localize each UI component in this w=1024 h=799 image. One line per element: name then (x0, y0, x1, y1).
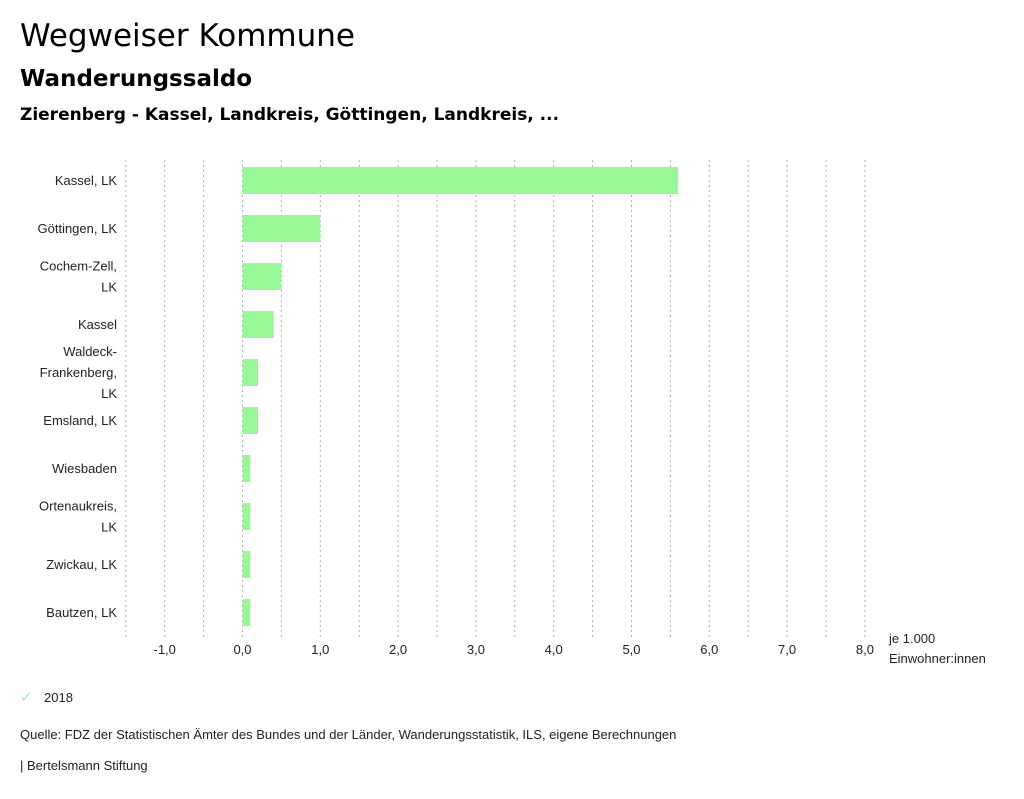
category-label: Kassel, LK (55, 173, 117, 188)
category-label-line: Emsland, LK (43, 413, 117, 428)
category-label-line: LK (101, 386, 117, 401)
bar[interactable] (242, 503, 251, 530)
category-label: Cochem-Zell, LK (40, 259, 118, 295)
legend-label: 2018 (44, 689, 73, 705)
bars (242, 167, 679, 626)
category-label-line: LK (101, 520, 117, 535)
bar[interactable] (242, 407, 259, 434)
legend-item-2018[interactable]: ✓ 2018 (20, 688, 73, 706)
category-label-line: Kassel, LK (55, 173, 117, 188)
category-label-line: Zwickau, LK (46, 557, 117, 572)
bar[interactable] (242, 359, 259, 386)
source-note: Quelle: FDZ der Statistischen Ämter des … (20, 727, 677, 742)
credit-note: | Bertelsmann Stiftung (20, 758, 148, 773)
category-label: Kassel (78, 317, 117, 332)
x-tick-label: 6,0 (700, 642, 718, 657)
x-axis-unit-line2: Einwohner:innen (889, 651, 986, 666)
x-tick-label: -1,0 (153, 642, 175, 657)
category-label-line: Waldeck- (63, 344, 117, 359)
check-icon: ✓ (20, 689, 33, 706)
bar[interactable] (242, 599, 251, 626)
x-tick-label: 3,0 (467, 642, 485, 657)
category-label-line: Wiesbaden (52, 461, 117, 476)
category-label: Ortenaukreis, LK (39, 499, 117, 535)
bar[interactable] (242, 455, 251, 482)
category-label-line: Cochem-Zell, (40, 259, 117, 274)
category-label-line: Kassel (78, 317, 117, 332)
category-label-line: Bautzen, LK (46, 605, 117, 620)
page-title: Wegweiser Kommune (20, 18, 355, 54)
grid-lines (125, 160, 866, 637)
category-labels: Kassel, LK Göttingen, LK Cochem-Zell, LK Kas… (38, 173, 118, 620)
category-label-line: LK (101, 280, 117, 295)
category-label: Bautzen, LK (46, 605, 117, 620)
x-tick-label: 2,0 (389, 642, 407, 657)
bar[interactable] (242, 311, 274, 338)
bar[interactable] (242, 551, 251, 578)
x-tick-label: 4,0 (545, 642, 563, 657)
bar[interactable] (242, 263, 282, 290)
x-tick-label: 1,0 (311, 642, 329, 657)
x-tick-label: 0,0 (233, 642, 251, 657)
x-tick-label: 8,0 (856, 642, 874, 657)
category-label-line: Göttingen, LK (38, 221, 118, 236)
bar[interactable] (242, 167, 679, 194)
category-label-line: Ortenaukreis, (39, 499, 117, 514)
category-label: Zwickau, LK (46, 557, 117, 572)
category-label: Wiesbaden (52, 461, 117, 476)
category-label: Waldeck- Frankenberg, LK (40, 344, 118, 401)
region-selection: Zierenberg - Kassel, Landkreis, Göttinge… (20, 105, 560, 125)
bar-chart: Kassel, LK Göttingen, LK Cochem-Zell, LK Kas… (38, 160, 986, 666)
category-label: Göttingen, LK (38, 221, 118, 236)
x-tick-label: 7,0 (778, 642, 796, 657)
x-tick-label: 5,0 (622, 642, 640, 657)
chart-subtitle: Wanderungssaldo (20, 66, 253, 92)
category-label-line: Frankenberg, (40, 365, 117, 380)
bar[interactable] (242, 215, 321, 242)
x-tick-labels: -1,0 0,0 1,0 2,0 3,0 4,0 5,0 6,0 7,0 8,0 (153, 642, 873, 657)
x-axis-unit-line1: je 1.000 (888, 631, 935, 646)
category-label: Emsland, LK (43, 413, 117, 428)
